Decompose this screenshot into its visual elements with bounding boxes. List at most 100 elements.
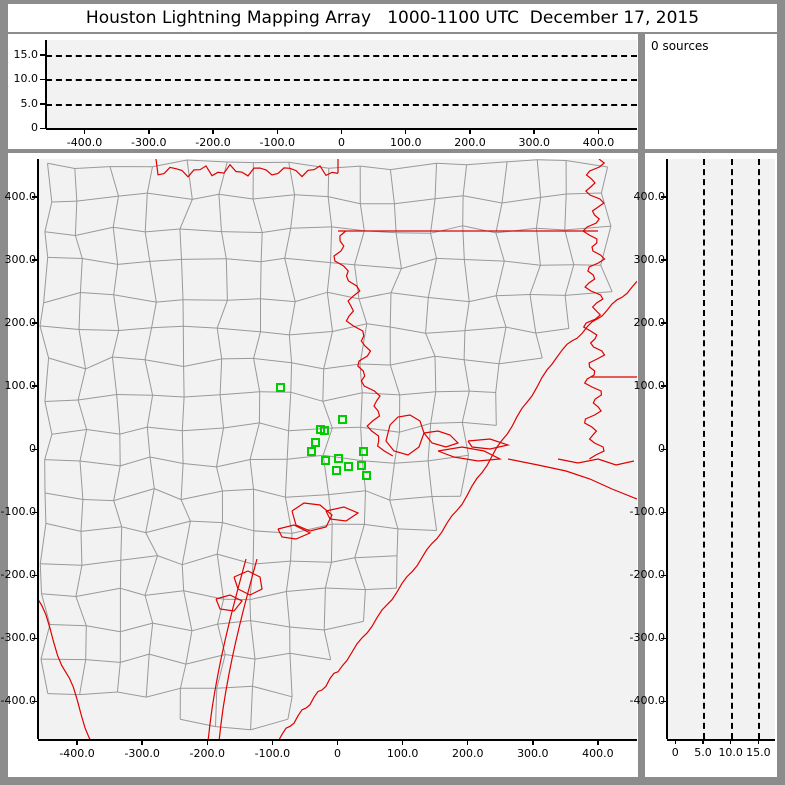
x-tick-label: -200.0 <box>189 747 226 760</box>
x-tick <box>674 739 677 744</box>
x-tick-label: 0 <box>338 136 345 149</box>
x-tick <box>729 739 732 744</box>
x-tick-label: 15.0 <box>746 746 771 759</box>
x-tick-label: -400.0 <box>59 747 95 760</box>
y-tick-label: 5.0 <box>20 96 39 110</box>
x-tick <box>340 128 343 134</box>
y-tick <box>661 574 667 577</box>
altitude-vs-y-plot <box>667 159 775 739</box>
x-tick-label: 0 <box>334 747 341 760</box>
y-tick-label: -200.0 <box>629 568 665 582</box>
y-tick <box>661 700 667 703</box>
county-borders <box>39 159 613 731</box>
map-geography <box>38 159 637 739</box>
y-tick <box>32 637 38 640</box>
y-tick-label: 400.0 <box>4 189 37 203</box>
y-tick-label: -300.0 <box>629 631 665 645</box>
x-tick-label: 100.0 <box>386 747 419 760</box>
state-borders <box>155 159 637 460</box>
coastline <box>38 280 637 739</box>
x-tick <box>757 739 760 744</box>
y-tick <box>32 511 38 514</box>
map-panel[interactable]: 400.0 300.0 200.0 100.0 0 -100.0 -200.0 -300.0 -… <box>1 153 638 777</box>
station-marker[interactable] <box>310 437 320 447</box>
x-tick-label: -400.0 <box>66 136 103 149</box>
y-tick-label: 300.0 <box>4 252 37 266</box>
gridline-y-5 <box>46 103 637 106</box>
x-tick <box>702 739 704 744</box>
y-tick-label: 10.0 <box>13 72 39 86</box>
station-marker[interactable] <box>361 470 371 480</box>
y-tick <box>32 700 38 703</box>
y-tick <box>32 322 38 324</box>
altitude-vs-y-panel: 400.0 300.0 200.0 100.0 0 -100.0 -200.0 -300.0 -… <box>630 153 777 777</box>
x-tick <box>271 739 274 745</box>
station-marker[interactable] <box>306 447 316 457</box>
x-tick-label: -100.0 <box>259 136 295 149</box>
x-tick <box>212 128 214 134</box>
y-tick-label: 15.0 <box>13 47 39 61</box>
station-marker[interactable] <box>320 455 330 465</box>
y-tick-label: 100.0 <box>633 378 666 392</box>
y-tick <box>661 385 667 387</box>
x-tick <box>533 128 535 134</box>
station-marker[interactable] <box>338 414 348 424</box>
y-tick <box>661 259 667 261</box>
y-tick-label: -200.0 <box>0 568 36 582</box>
x-tick-label: 5.0 <box>694 746 712 759</box>
y-tick <box>40 103 46 105</box>
y-tick <box>32 448 38 450</box>
y-tick-label: -400.0 <box>629 694 665 708</box>
y-tick <box>40 54 46 56</box>
y-tick-label: 200.0 <box>4 315 37 329</box>
y-tick <box>661 196 667 198</box>
x-tick <box>401 739 404 745</box>
x-tick <box>206 739 209 745</box>
sources-count-label: 0 sources <box>651 39 709 53</box>
y-tick-label: -100.0 <box>0 505 36 519</box>
y-tick-label: 0 <box>31 121 38 134</box>
y-tick-label: 300.0 <box>633 252 666 266</box>
x-tick <box>404 128 407 134</box>
y-tick <box>32 385 38 387</box>
x-tick <box>469 128 471 134</box>
y-tick-label: 400.0 <box>633 189 666 203</box>
y-tick-label: 200.0 <box>633 315 666 329</box>
y-tick <box>661 637 667 640</box>
y-tick-label: -400.0 <box>0 694 36 708</box>
station-marker[interactable] <box>344 461 354 471</box>
altitude-vs-x-panel: 0 5.0 10.0 15.0 -400.0 -300.0 -200.0 -100.0 0 100… <box>8 34 638 149</box>
y-tick <box>661 448 667 450</box>
station-marker[interactable] <box>334 453 344 463</box>
station-marker[interactable] <box>357 460 367 470</box>
x-tick <box>76 739 78 745</box>
station-marker[interactable] <box>319 426 329 436</box>
y-tick <box>40 127 46 129</box>
y-tick-label: -100.0 <box>629 505 665 519</box>
page-title: Houston Lightning Mapping Array 1000-110… <box>85 8 700 28</box>
x-tick-label: 0 <box>671 746 679 759</box>
y-axis-line <box>45 40 47 128</box>
map-plot[interactable] <box>38 159 637 739</box>
station-marker[interactable] <box>275 383 285 393</box>
x-tick-label: 300.0 <box>518 136 550 149</box>
x-tick <box>532 739 534 745</box>
gridline-y-10 <box>46 79 637 82</box>
y-tick-label: 0 <box>658 442 665 455</box>
y-tick <box>661 511 667 514</box>
station-marker[interactable] <box>359 447 369 457</box>
x-tick <box>466 739 469 745</box>
gridline-x-15 <box>758 159 761 739</box>
x-tick <box>336 739 339 745</box>
x-tick-label: 300.0 <box>517 747 549 760</box>
x-tick <box>141 739 143 745</box>
station-marker[interactable] <box>331 465 341 475</box>
x-tick-label: -200.0 <box>195 136 231 149</box>
x-tick-label: 400.0 <box>582 136 615 149</box>
x-tick-label: -300.0 <box>131 136 167 149</box>
x-tick-label: 10.0 <box>718 746 743 759</box>
y-tick-label: 100.0 <box>4 378 37 392</box>
x-tick <box>597 128 600 134</box>
y-tick <box>32 259 38 261</box>
